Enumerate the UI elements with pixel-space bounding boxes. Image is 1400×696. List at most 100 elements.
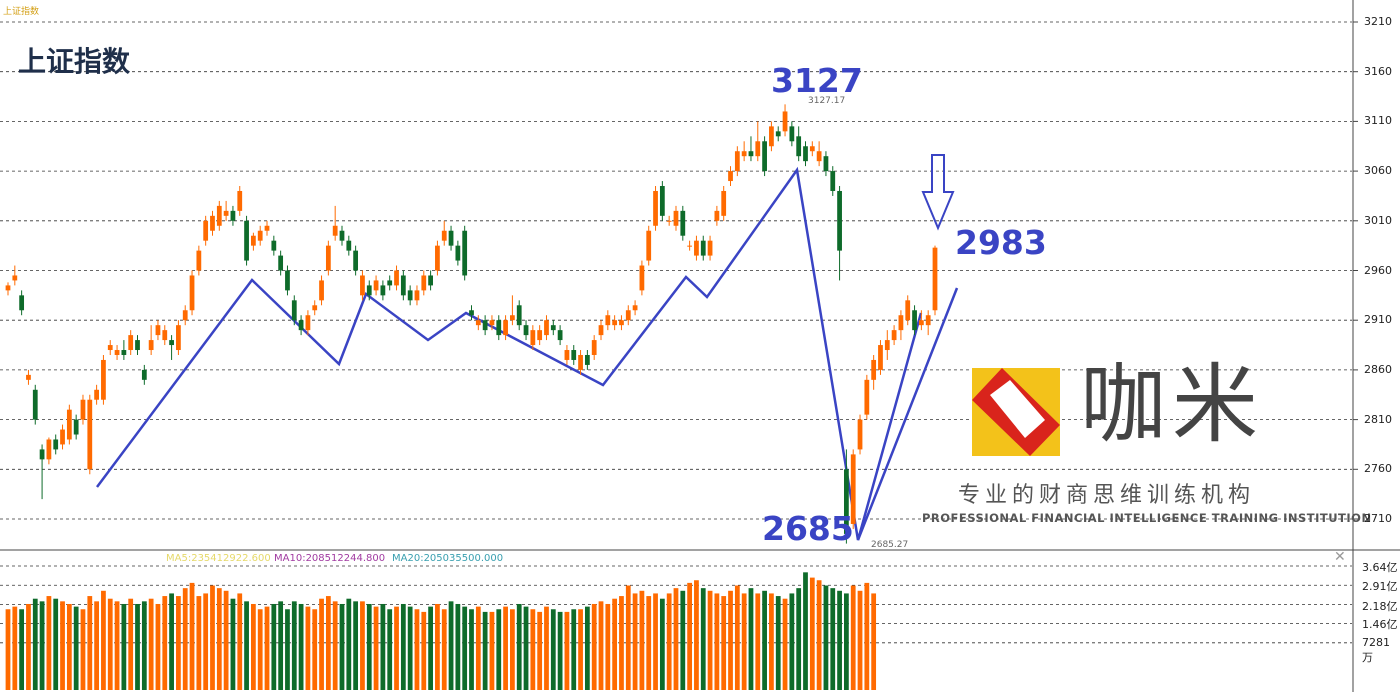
volume-bar [809,577,815,690]
candle-body [155,325,161,336]
volume-bar [189,582,195,690]
volume-bar [114,601,120,690]
candle-body [898,315,904,331]
volume-bar [216,588,222,690]
volume-bar [319,598,324,690]
candle-body [612,320,618,326]
volume-bar [510,609,515,690]
candle-body [66,409,72,440]
candle-body [182,310,188,321]
volume-bar [264,606,270,690]
price-tick-label: 2910 [1364,313,1392,327]
candle-body [918,320,924,326]
volume-bar [666,593,672,690]
volume-bar [46,596,52,690]
volume-bar [305,606,311,690]
price-grid [0,21,1358,520]
volume-bar [625,585,631,690]
volume-bar [441,609,447,690]
volume-tick-label: 1.46亿 [1362,618,1398,632]
candle-body [734,151,740,172]
close-icon[interactable]: ✕ [1334,549,1346,565]
candle-body [755,141,761,157]
volume-bar [803,572,808,690]
candle-body [312,305,318,311]
candle-body [530,330,536,346]
volume-bar [755,593,761,690]
candle-body [128,335,134,351]
volume-bar [680,590,686,690]
candle-body [285,270,290,291]
volume-bar [107,598,113,690]
volume-bar [26,603,31,690]
candle-body [46,439,52,460]
volume-bar [489,611,495,690]
volume-tick-label: 7281万 [1362,635,1390,664]
price-tick-label: 2710 [1364,512,1392,525]
candle-body [169,340,174,346]
candle-body [353,250,359,271]
candle-body [728,171,733,182]
candle-body [448,230,454,246]
candle-body [694,240,699,256]
volume-bar [659,598,665,690]
volume-bar [435,603,440,690]
volume-bar [407,606,413,690]
candle-body [94,389,99,400]
candle-body [782,111,788,132]
volume-bar [605,603,611,690]
volume-bar [864,582,870,690]
trend-zigzag [95,166,923,541]
volume-bar [87,596,93,690]
volume-bar [360,601,365,690]
volume-bar [714,593,720,690]
candle-body [325,245,331,271]
candle-body [380,285,386,296]
candle-body [537,330,543,341]
candle-body [230,210,236,221]
candle-body [544,320,549,336]
candle-body [421,275,427,291]
price-tick-label: 2860 [1364,362,1392,376]
candle-body [189,275,195,311]
candle-body [809,146,815,152]
candle-body [489,320,495,326]
candle-body [605,315,611,326]
volume-bar [271,603,277,690]
volume-bar [312,609,318,690]
candle-body [135,340,140,351]
candle-body [203,220,209,241]
candle-body [864,379,870,415]
candle-body [26,374,31,380]
volume-bar [762,590,767,690]
volume-bar [278,601,284,690]
volume-bar [496,609,502,690]
volume-bar [400,603,406,690]
high-value-label: 3127.17 [808,96,846,106]
volume-bar [53,598,59,690]
volume-bar [32,598,38,690]
volume-tick-label: 2.18亿 [1362,599,1398,613]
logo-tagline-en: PROFESSIONAL FINANCIAL INTELLIGENCE TRAI… [922,511,1372,525]
candle-body [298,320,304,331]
candle-body [557,330,563,341]
candle-body [216,205,222,226]
volume-tick-label: 3.64亿 [1362,561,1398,574]
candle-body [360,275,365,296]
volume-bar [687,582,693,690]
candle-body [748,151,754,157]
low-value-label: 2685.27 [871,540,909,550]
candle-body [721,190,727,216]
volume-bar [455,603,461,690]
candle-body [707,240,713,256]
corner-tag: 上证指数 [3,7,40,17]
volume-bar [837,590,842,690]
candle-body [244,220,249,261]
volume-bar [844,593,849,690]
candle-body [564,350,570,360]
candle-body [523,325,529,336]
candle-body [891,330,897,341]
candle-body [441,230,447,241]
volume-bar [203,593,209,690]
